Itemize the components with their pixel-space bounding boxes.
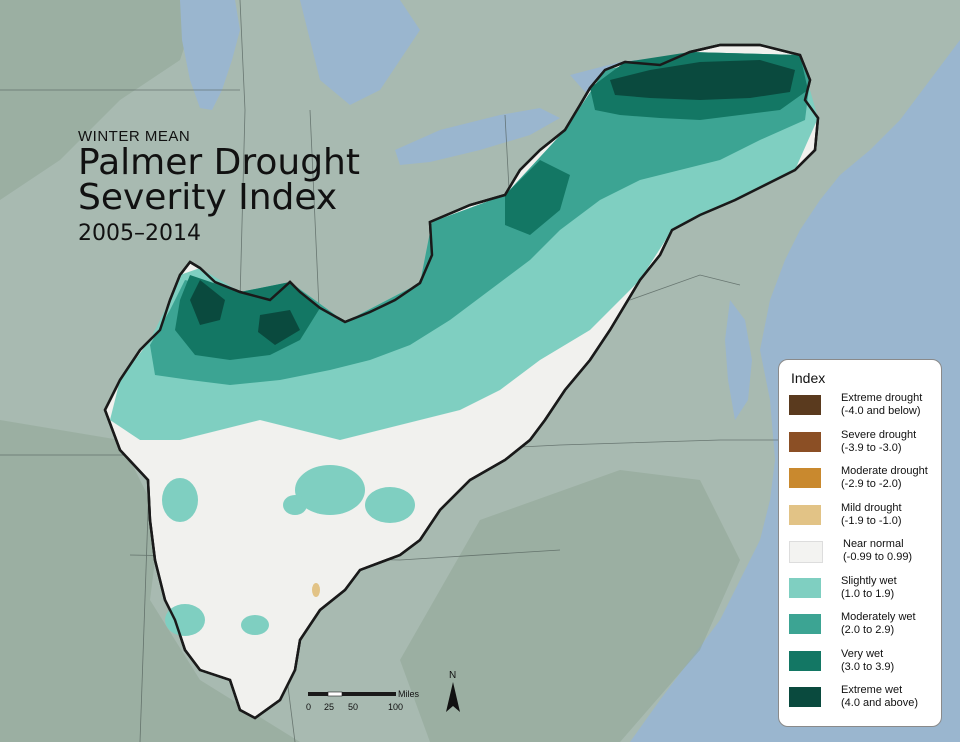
legend-label: Near normal: [843, 538, 904, 550]
legend-text: Moderate drought (-2.9 to -2.0): [841, 465, 928, 491]
scale-tick-100: 100: [388, 702, 403, 712]
legend-item: Mild drought (-1.9 to -1.0): [789, 502, 933, 539]
scale-segment-1: [308, 692, 328, 696]
legend-text: Extreme wet (4.0 and above): [841, 684, 918, 710]
legend-text: Mild drought (-1.9 to -1.0): [841, 502, 902, 528]
legend-label: Mild drought: [841, 501, 902, 514]
legend-text: Slightly wet (1.0 to 1.9): [841, 575, 897, 601]
lake-michigan: [180, 0, 240, 110]
legend-range: (-3.9 to -3.0): [841, 441, 902, 454]
legend-swatch: [789, 395, 821, 415]
legend-text: Severe drought (-3.9 to -3.0): [841, 429, 916, 455]
legend-items: Extreme drought (-4.0 and below) Severe dr…: [789, 392, 933, 721]
scale-unit: Miles: [398, 690, 420, 699]
legend-item: Severe drought (-3.9 to -3.0): [789, 429, 933, 466]
title-years: 2005–2014: [78, 221, 201, 246]
scale-segment-2: [327, 691, 343, 697]
legend-swatch: [789, 541, 823, 563]
legend-range: (4.0 and above): [841, 697, 919, 709]
lake-huron: [300, 0, 420, 105]
legend-text: Extreme drought (-4.0 and below): [841, 392, 922, 418]
legend-item: Near normal (-0.99 to 0.99): [789, 538, 933, 575]
mild-drought-speck: [312, 583, 320, 597]
north-label: N: [449, 670, 456, 681]
scale-segment-3: [342, 692, 356, 696]
scale-bar: Miles 0 25 50 100: [306, 690, 420, 712]
legend-swatch: [789, 687, 821, 707]
legend-item: Moderate drought (-2.9 to -2.0): [789, 465, 933, 502]
legend-swatch: [789, 650, 821, 671]
legend-item: Moderately wet (2.0 to 2.9): [789, 611, 933, 648]
legend-range: (-0.99 to 0.99): [843, 551, 913, 563]
lake-erie: [395, 108, 560, 165]
legend-panel: Index Extreme drought (-4.0 and below) Sev…: [778, 359, 942, 727]
legend-label: Very wet: [841, 647, 884, 660]
legend-range: (1.0 to 1.9): [841, 587, 895, 600]
legend-swatch: [789, 614, 821, 634]
scale-tick-25: 25: [324, 702, 334, 712]
legend-label: Moderately wet: [841, 611, 916, 623]
legend-label: Moderate drought: [841, 465, 928, 477]
legend-text: Near normal (-0.99 to 0.99): [843, 538, 912, 564]
legend-title: Index: [791, 370, 826, 386]
legend-range: (2.0 to 2.9): [841, 624, 895, 636]
legend-swatch: [789, 577, 821, 598]
title-line-2: Severity Index: [78, 177, 338, 218]
legend-swatch: [789, 504, 821, 525]
legend-label: Severe drought: [841, 428, 917, 441]
study-region-outline: [103, 43, 820, 720]
legend-text: Very wet (3.0 to 3.9): [841, 648, 894, 674]
legend-item: Extreme drought (-4.0 and below): [789, 392, 933, 429]
extreme-wet-zone: [190, 60, 795, 345]
scale-tick-50: 50: [348, 702, 358, 712]
legend-text: Moderately wet (2.0 to 2.9): [841, 611, 916, 637]
scale-segment-4: [356, 692, 396, 696]
title-prefix: WINTER MEAN: [78, 128, 191, 145]
legend-range: (-2.9 to -2.0): [841, 478, 902, 490]
legend-swatch: [789, 431, 821, 452]
land-texture: [0, 0, 740, 742]
legend-range: (-4.0 and below): [841, 405, 921, 417]
legend-item: Extreme wet (4.0 and above): [789, 684, 933, 721]
title-line-1: Palmer Drought: [78, 142, 360, 183]
north-arrow: N: [446, 670, 460, 712]
moderately-wet-zone: [150, 52, 810, 385]
north-arrow-icon: [446, 682, 460, 712]
legend-label: Extreme drought: [841, 392, 923, 404]
legend-range: (3.0 to 3.9): [841, 660, 895, 673]
map-title-block: WINTER MEAN Palmer Drought Severity Inde…: [78, 128, 360, 246]
slightly-wet-patches: [162, 465, 415, 636]
chesapeake-bay: [725, 300, 752, 420]
legend-range: (-1.9 to -1.0): [841, 514, 902, 527]
legend-item: Very wet (3.0 to 3.9): [789, 648, 933, 685]
scale-tick-0: 0: [306, 702, 311, 712]
legend-item: Slightly wet (1.0 to 1.9): [789, 575, 933, 612]
legend-swatch: [789, 468, 821, 488]
legend-label: Extreme wet: [841, 684, 903, 696]
legend-label: Slightly wet: [841, 574, 897, 587]
